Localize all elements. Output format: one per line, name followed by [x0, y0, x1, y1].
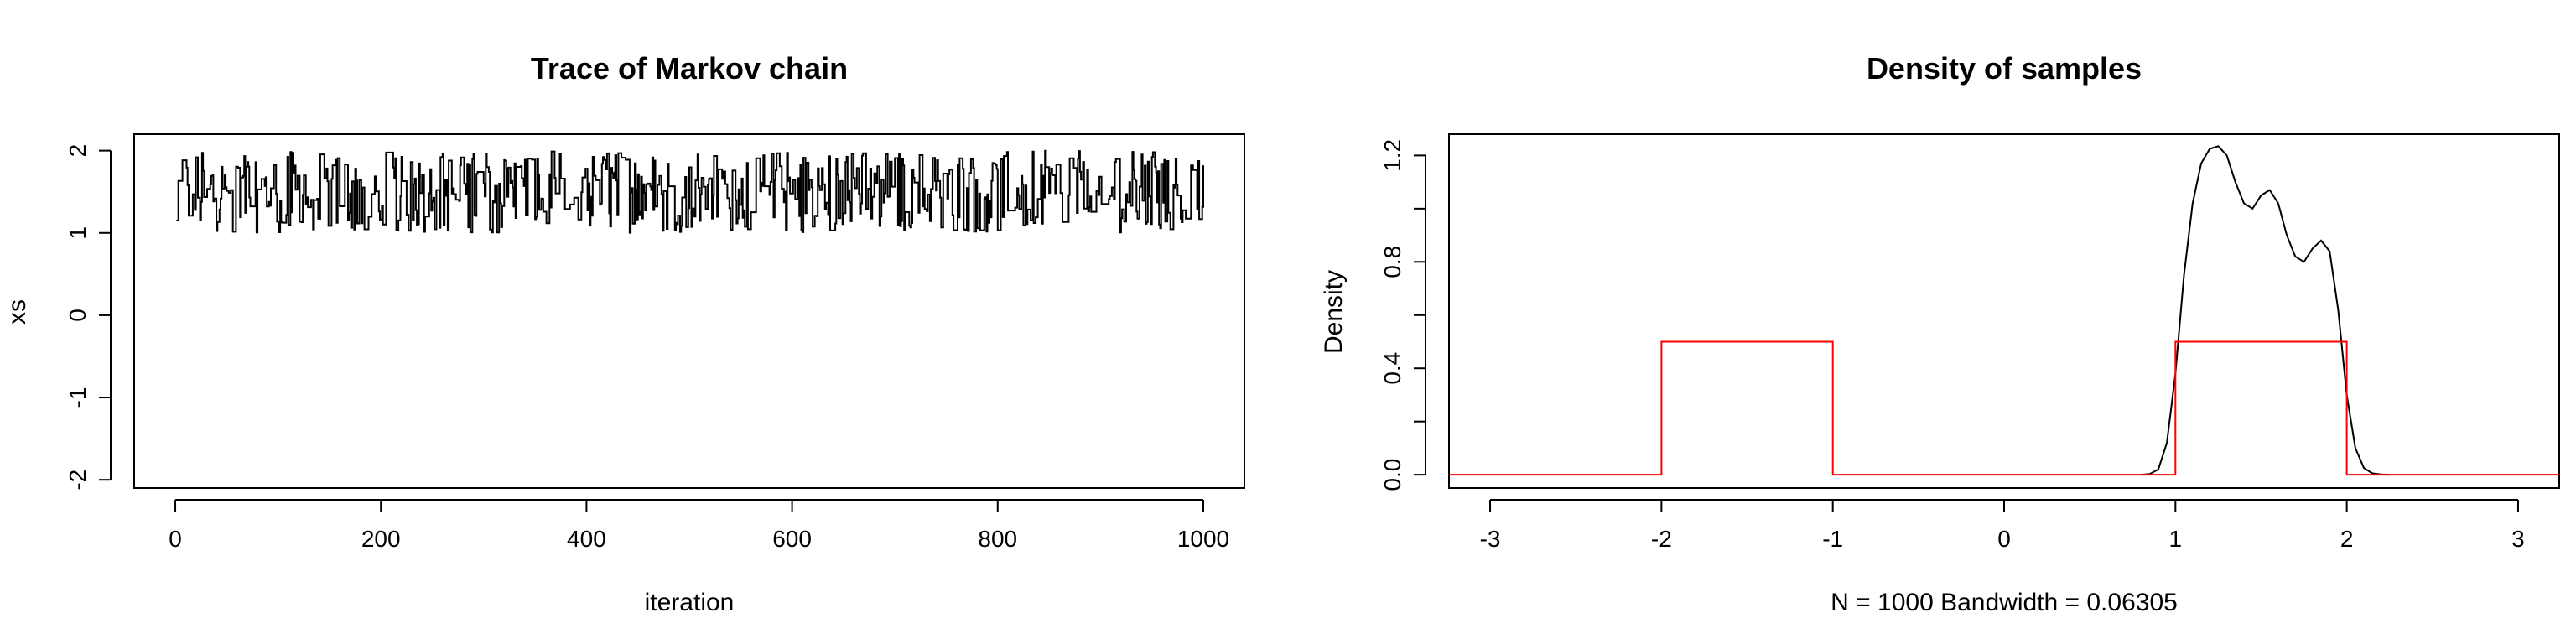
density-xlabel: N = 1000 Bandwidth = 0.06305	[1831, 589, 2178, 616]
density-y-tick-label: 0.4	[1379, 352, 1405, 385]
trace-ylabel: xs	[3, 299, 31, 325]
trace-y-tick-label: 1	[65, 226, 91, 240]
density-ylabel: Density	[1320, 270, 1348, 354]
density-y-axis: 0.0 0.4 0.8 1.2	[1379, 139, 1426, 491]
density-x-tick-label: 1	[2169, 526, 2183, 552]
density-kde-line	[2141, 145, 2390, 476]
density-plot-box	[1448, 133, 2560, 489]
density-y-tick-label: 1.2	[1379, 139, 1405, 172]
density-x-tick-label: -1	[1822, 526, 1843, 552]
trace-plot-box	[133, 133, 1245, 489]
density-x-tick-label: -3	[1480, 526, 1501, 552]
density-y-tick-label: 0.8	[1379, 246, 1405, 278]
trace-x-tick-label: 0	[169, 526, 182, 552]
trace-y-tick-label: 0	[65, 309, 91, 322]
density-x-tick-label: -2	[1651, 526, 1672, 552]
trace-title: Trace of Markov chain	[531, 51, 848, 86]
trace-y-tick-label: 2	[65, 144, 91, 158]
density-title: Density of samples	[1867, 51, 2142, 86]
trace-series-line	[176, 149, 1204, 234]
trace-panel: Trace of Markov chain iteration xs 0 200 4…	[3, 51, 1245, 616]
trace-xlabel: iteration	[645, 589, 735, 616]
density-target-line	[1449, 340, 2559, 476]
trace-x-tick-label: 400	[567, 526, 606, 552]
trace-y-tick-label: -1	[65, 387, 91, 408]
trace-x-tick-label: 600	[772, 526, 812, 552]
density-x-tick-label: 2	[2340, 526, 2354, 552]
trace-x-tick-label: 800	[978, 526, 1017, 552]
trace-x-axis: 0 200 400 600 800 1000	[169, 499, 1229, 552]
trace-x-tick-label: 200	[361, 526, 401, 552]
density-x-tick-label: 3	[2511, 526, 2525, 552]
trace-y-axis: -2 -1 0 1 2	[65, 144, 112, 491]
density-x-tick-label: 0	[1997, 526, 2011, 552]
density-series-group	[1449, 145, 2559, 476]
density-x-axis: -3 -2 -1 0 1 2 3	[1480, 499, 2525, 552]
density-y-tick-label: 0.0	[1379, 459, 1405, 491]
trace-y-tick-label: -2	[65, 470, 91, 491]
density-panel: Density of samples N = 1000 Bandwidth = …	[1320, 51, 2560, 616]
trace-x-tick-label: 1000	[1177, 526, 1229, 552]
